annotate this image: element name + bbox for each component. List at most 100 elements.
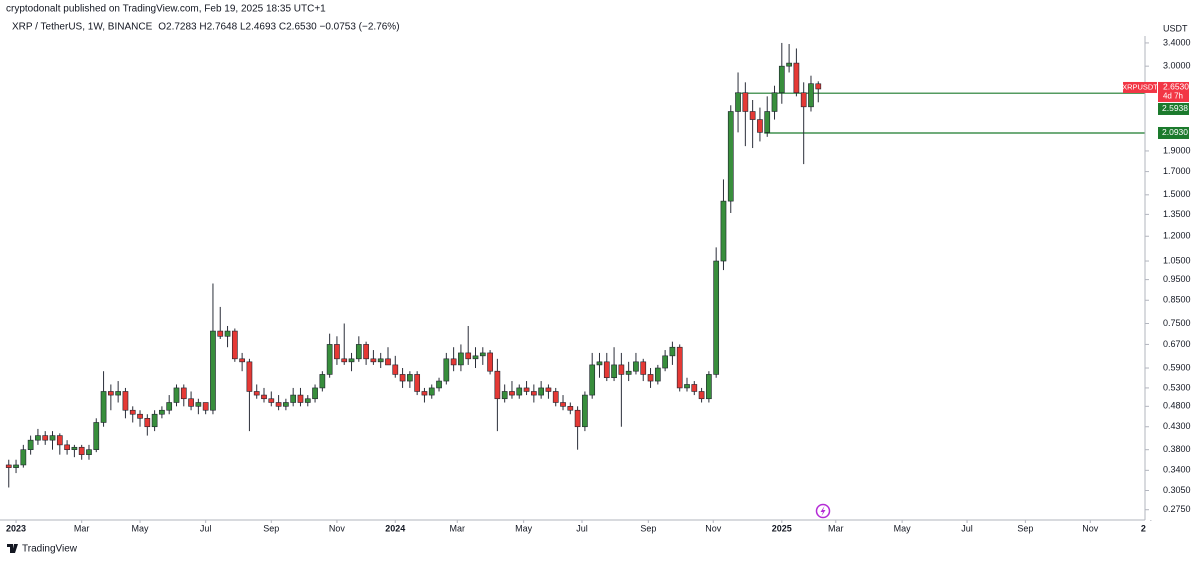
candle-body (5, 464, 12, 468)
candle-body (567, 406, 574, 411)
candle-body (137, 413, 143, 419)
candle-body (654, 367, 661, 382)
candle-body (224, 330, 231, 337)
candle-body (691, 384, 698, 392)
candle-body (319, 374, 326, 389)
candle-body (20, 449, 27, 466)
price-label-box (1158, 81, 1189, 102)
x-tick-label: 2025 (772, 523, 792, 533)
y-tick-label: 1.5000 (1163, 189, 1191, 199)
candle-body (545, 387, 552, 392)
axis-unit: USDT (1163, 23, 1188, 33)
candle-body (93, 422, 100, 450)
plot-area (5, 42, 1145, 488)
y-tick-label: 0.4300 (1163, 421, 1191, 431)
candle-body (778, 65, 785, 94)
y-tick-label: 1.2000 (1163, 231, 1191, 241)
candle-body (115, 391, 121, 396)
level-label: 2.0930 (1162, 127, 1188, 137)
candle-body (640, 361, 647, 375)
x-tick-label: Jul (961, 523, 973, 533)
axes: 3.4000 3.0000 1.9000 1.7000 1.5000 1.3500 1.20… (6, 37, 1191, 533)
candle-body (421, 391, 428, 396)
x-tick-label: May (515, 523, 533, 533)
candle-body (560, 402, 566, 407)
candle-body (261, 394, 267, 400)
candle-body (800, 92, 807, 108)
candle-body (815, 83, 822, 90)
y-tick-label: 3.0000 (1163, 61, 1191, 71)
candle-body (71, 446, 78, 450)
publisher: cryptodonalt published on TradingView.co… (6, 4, 326, 15)
y-tick-label: 0.5300 (1163, 382, 1191, 392)
candle-body (13, 464, 19, 468)
candle-body (239, 358, 245, 363)
y-tick-label: 1.3500 (1163, 209, 1191, 219)
candle-body (735, 92, 741, 112)
candle-body (633, 361, 639, 372)
candle-body (757, 119, 763, 133)
y-tick-label: 0.9500 (1163, 274, 1191, 284)
candle-body (275, 402, 282, 407)
candle-body (100, 391, 107, 423)
candle-body (669, 346, 676, 357)
x-tick-label: Mar (828, 523, 844, 533)
candle-body (27, 439, 34, 450)
x-tick-label: Jul (576, 523, 588, 533)
y-tick-label: 0.5900 (1163, 362, 1191, 372)
ohlc-legend: O2.7283 H2.7648 L2.4693 C2.6530 −0.0753 … (158, 22, 399, 33)
candle-body (749, 111, 756, 120)
bar-countdown: 4d 7h (1163, 92, 1183, 101)
candle-body (647, 374, 654, 382)
candle-body (188, 398, 194, 407)
candle-body (443, 358, 450, 382)
candle-body (355, 344, 362, 360)
candle-body (399, 374, 406, 382)
level-label: 2.5938 (1162, 103, 1188, 113)
candle-body (407, 374, 413, 382)
y-tick-label: 1.9000 (1163, 145, 1191, 155)
x-tick-label: 2023 (6, 523, 26, 533)
candle-body (625, 370, 632, 375)
candle-body (771, 92, 778, 112)
candle-body (479, 352, 486, 357)
candle-body (582, 394, 588, 428)
candle-body (253, 391, 260, 396)
candle-body (764, 111, 771, 133)
y-tick-label: 1.7000 (1163, 166, 1191, 176)
y-tick-label: 0.6700 (1163, 339, 1191, 349)
alert-icon (815, 503, 831, 519)
candle-body (414, 374, 421, 392)
price-axis-bg (1145, 0, 1200, 535)
y-tick-label: 0.2750 (1163, 504, 1191, 514)
candle-body (676, 346, 683, 389)
candle-body (180, 387, 187, 400)
candle-body (49, 435, 56, 441)
candle-body (363, 344, 369, 360)
candle-body (596, 361, 603, 366)
candle-body (312, 387, 318, 400)
y-tick-label: 0.7500 (1163, 318, 1191, 328)
price-value: 2.6530 (1163, 82, 1189, 92)
candle-body (56, 435, 63, 446)
candle-body (326, 344, 333, 375)
x-tick-label: Mar (450, 523, 466, 533)
candle-body (436, 380, 442, 389)
candle-body (713, 260, 720, 375)
candle-body (450, 358, 457, 366)
candle-body (808, 83, 814, 108)
price-axis-corner (1146, 521, 1200, 535)
candle-body (509, 391, 515, 396)
x-tick-label: Jul (200, 523, 212, 533)
symbol-tag (1123, 81, 1157, 93)
candle-body (210, 330, 216, 411)
y-tick-label: 0.3050 (1163, 485, 1191, 495)
candle-body (283, 402, 289, 407)
candle-body (173, 387, 180, 403)
x-tick-label: Mar (74, 523, 90, 533)
candle-body (727, 111, 734, 202)
candle-body (720, 200, 727, 262)
x-tick-label: May (132, 523, 150, 533)
y-tick-label: 1.0500 (1163, 255, 1191, 265)
